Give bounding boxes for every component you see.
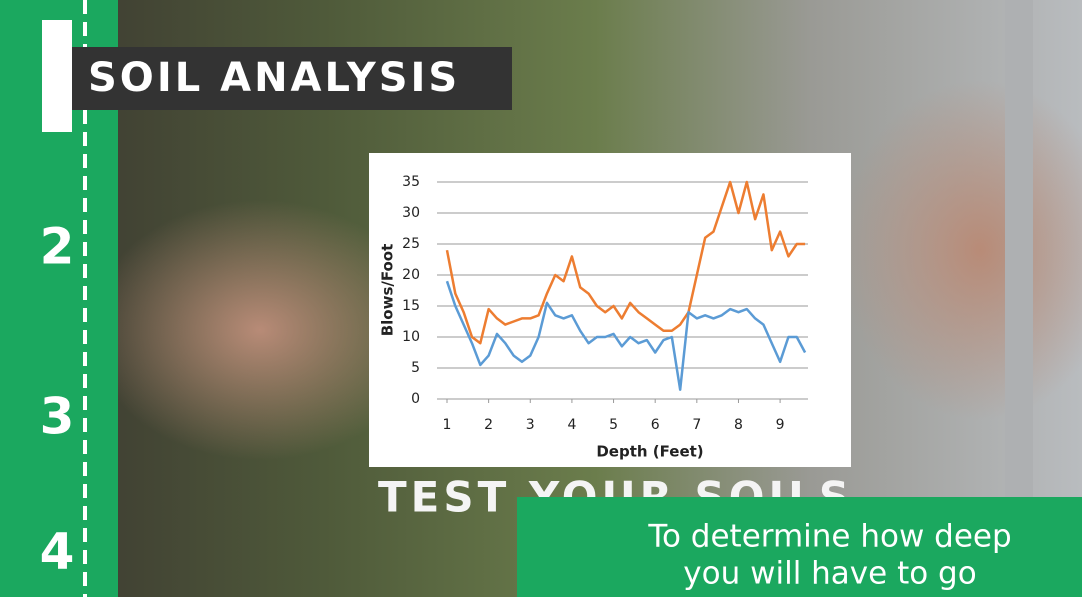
caption-box [517, 497, 1082, 597]
y-tick-label: 15 [402, 298, 420, 314]
x-tick-label: 9 [776, 417, 785, 433]
caption-line: To determine how deep [647, 519, 1011, 555]
x-axis-label: Depth (Feet) [596, 443, 703, 461]
y-tick-label: 0 [411, 391, 420, 407]
x-tick-label: 2 [484, 417, 493, 433]
y-axis-label: Blows/Foot [379, 244, 397, 337]
y-tick-label: 20 [402, 267, 420, 283]
blur-hand [90, 200, 430, 460]
x-tick-label: 6 [651, 417, 660, 433]
y-tick-label: 5 [411, 360, 420, 376]
caption-line: you will have to go [683, 556, 976, 592]
y-tick-label: 35 [402, 174, 420, 190]
y-tick-label: 25 [402, 236, 420, 252]
title-box [72, 47, 512, 110]
x-tick-label: 1 [443, 417, 452, 433]
step-number: 4 [40, 523, 75, 581]
y-tick-label: 10 [402, 329, 420, 345]
series-line [445, 280, 807, 391]
x-tick-label: 8 [734, 417, 743, 433]
x-tick-label: 4 [567, 417, 576, 433]
x-tick-label: 5 [609, 417, 618, 433]
series-line [445, 180, 806, 345]
x-tick-label: 3 [526, 417, 535, 433]
step-number: 2 [40, 218, 75, 276]
marker [42, 20, 72, 132]
y-tick-label: 30 [402, 205, 420, 221]
title: SOIL ANALYSIS [88, 55, 460, 101]
step-number: 3 [40, 388, 75, 446]
x-tick-label: 7 [692, 417, 701, 433]
